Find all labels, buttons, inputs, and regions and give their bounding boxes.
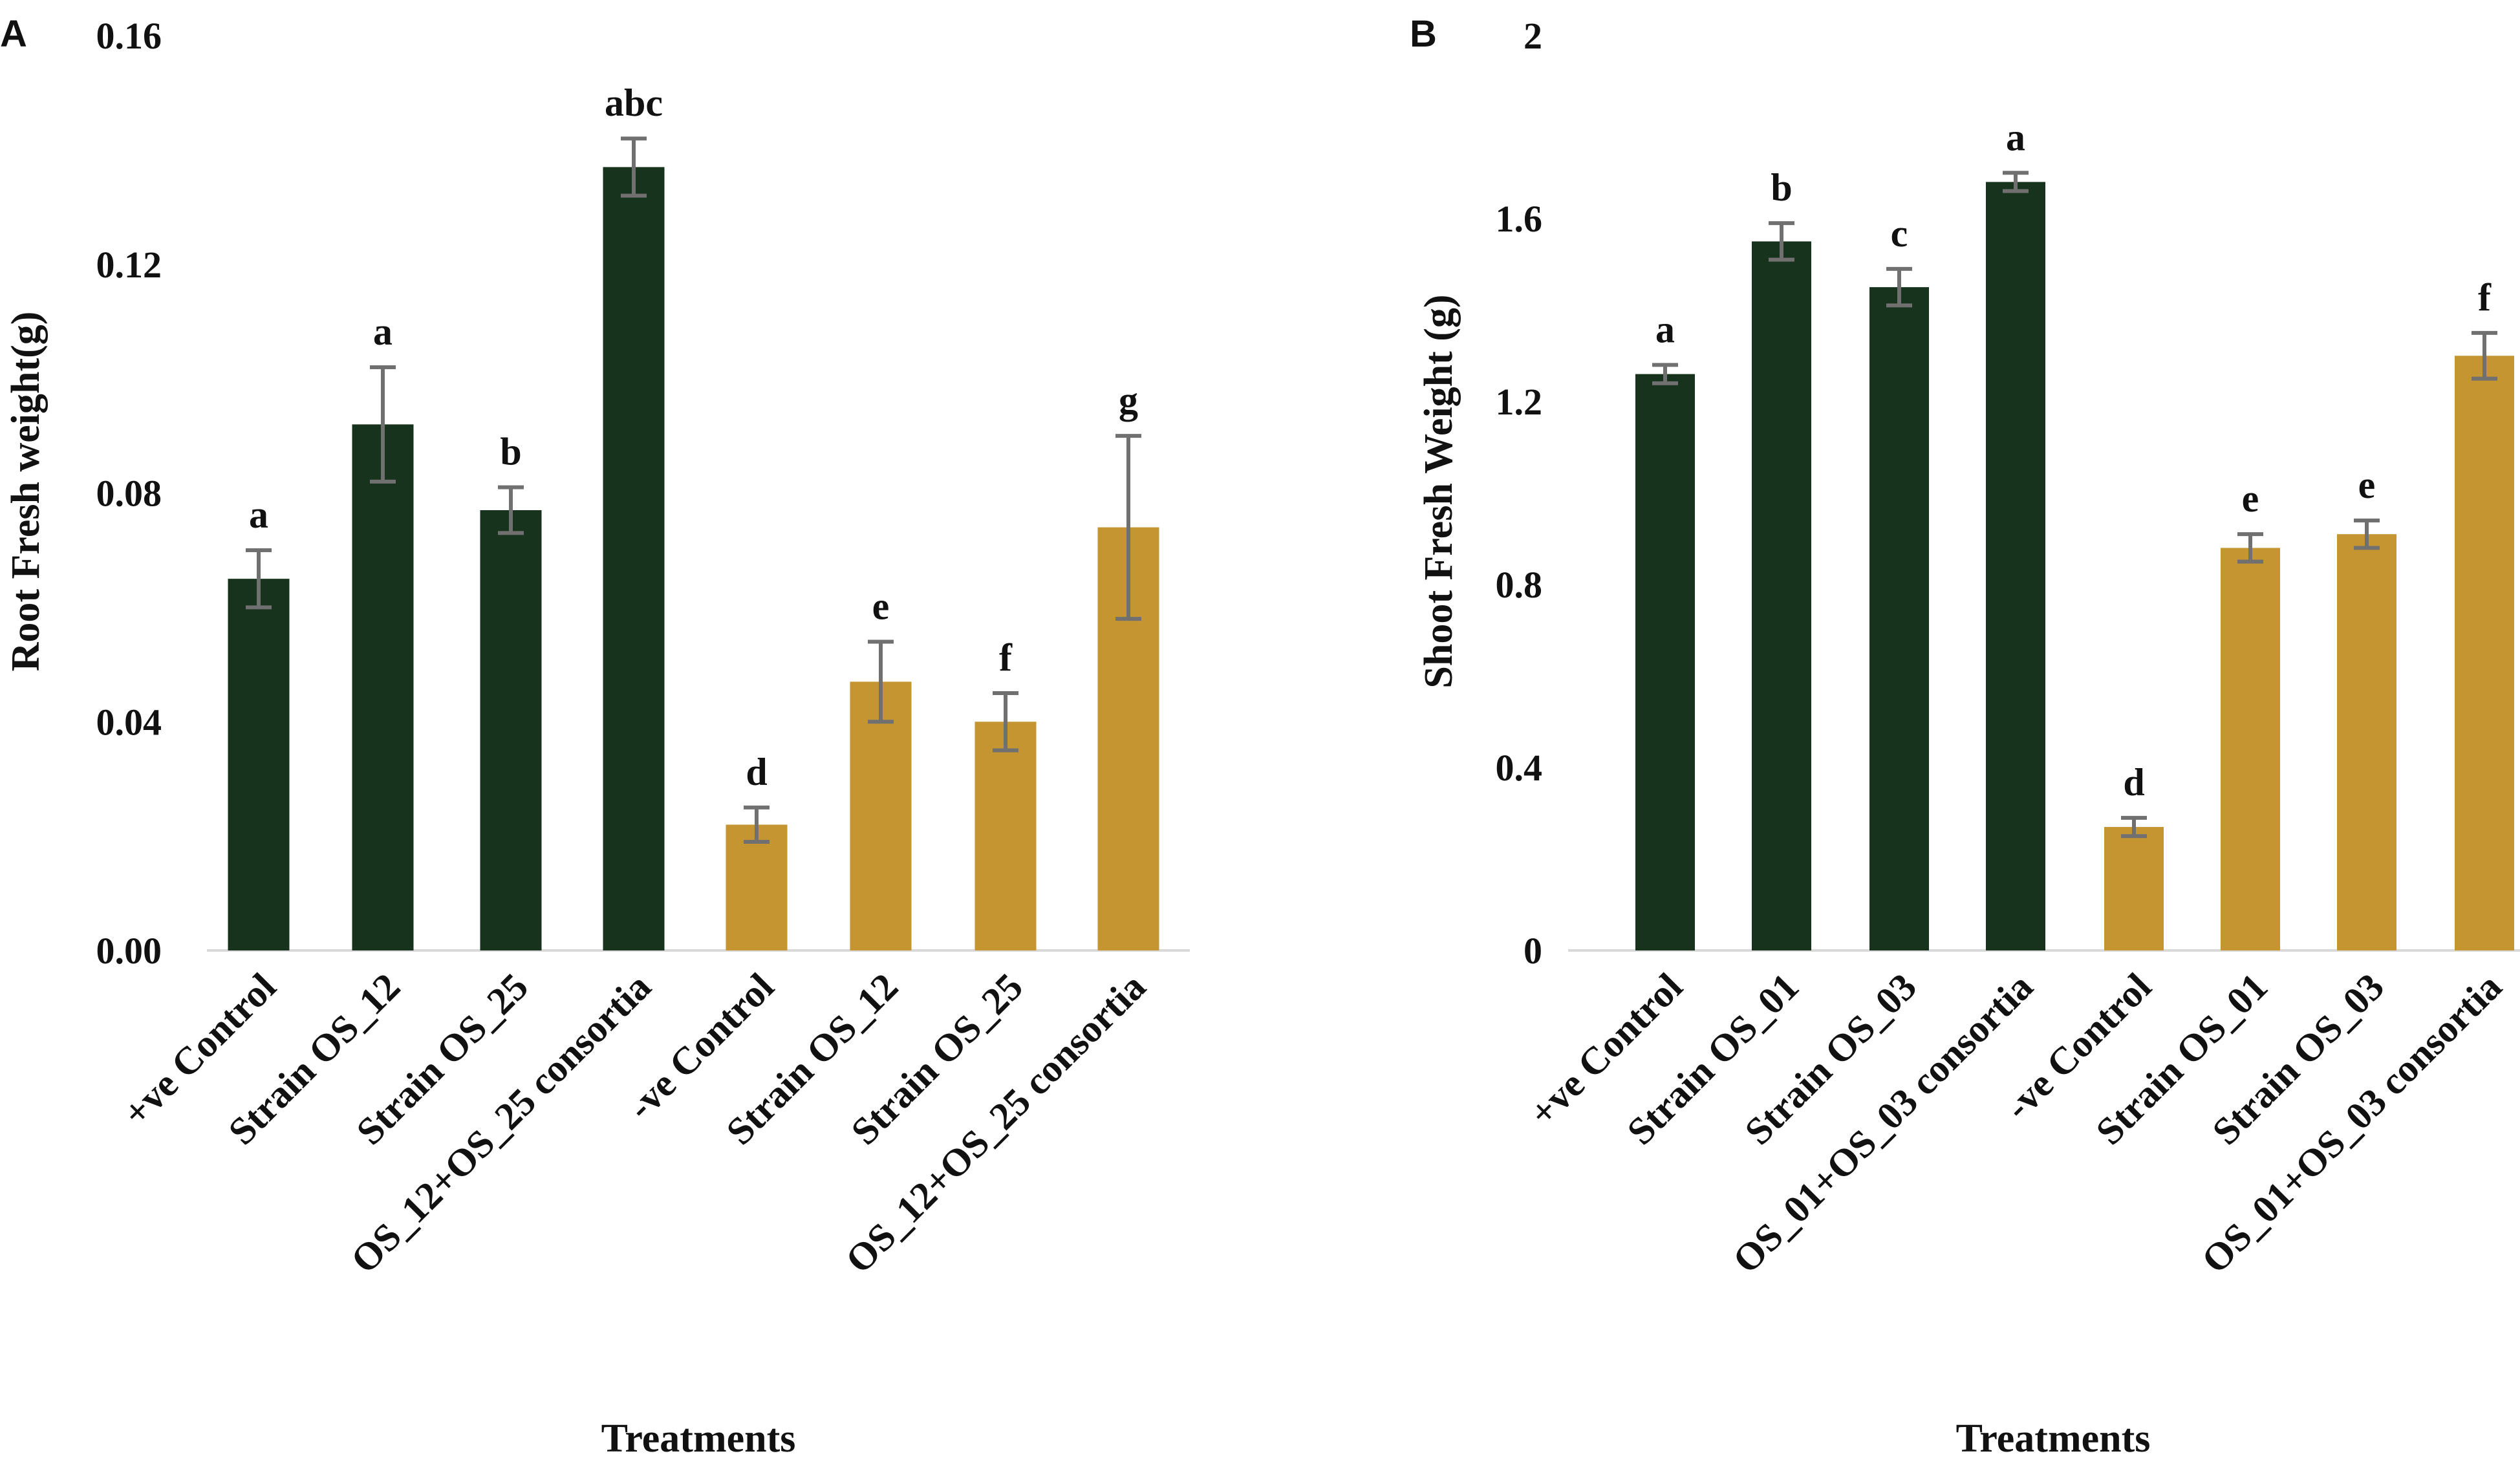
significance-letter: f: [999, 636, 1013, 679]
significance-letter: a: [373, 310, 393, 353]
significance-letter: f: [2478, 276, 2492, 319]
bar: [603, 167, 665, 950]
y-tick-label: 0.04: [96, 701, 162, 743]
bar: [2337, 534, 2396, 950]
y-tick-label: 0.16: [96, 15, 162, 57]
y-tick-label: 2: [1524, 15, 1542, 57]
bar: [228, 579, 290, 950]
bar: [726, 824, 788, 950]
error-bar: [498, 485, 524, 535]
error-bar: [744, 805, 770, 844]
error-bar: [2354, 518, 2380, 550]
significance-letter: a: [1655, 308, 1675, 350]
bar: [2221, 548, 2280, 950]
bar: [850, 681, 912, 950]
y-axis-title: Shoot Fresh Weight (g): [1417, 294, 1461, 688]
y-tick-label: 0.08: [96, 473, 162, 515]
y-tick-label: 0.8: [1496, 564, 1543, 606]
y-tick-label: 1.2: [1496, 381, 1543, 423]
significance-letter: d: [2123, 761, 2144, 804]
bar: [2104, 826, 2164, 950]
bar: [1869, 287, 1929, 950]
y-tick-label: 0.4: [1496, 747, 1543, 789]
bar: [480, 510, 542, 950]
error-bar: [2121, 815, 2147, 839]
error-bar: [868, 639, 894, 724]
significance-letter: a: [249, 493, 268, 536]
bar: [1986, 182, 2045, 950]
significance-letter: g: [1119, 379, 1138, 422]
significance-letter: b: [1771, 166, 1792, 209]
significance-letter: b: [500, 431, 521, 473]
significance-letter: e: [2358, 464, 2376, 506]
panel-a: A0.000.040.080.120.16a+ve ControlaStrain…: [0, 13, 1190, 1461]
error-bar: [2003, 171, 2029, 193]
error-bar: [621, 136, 647, 198]
significance-letter: abc: [605, 81, 663, 124]
significance-letter: c: [1891, 212, 1908, 255]
significance-letter: d: [746, 751, 767, 793]
error-bar: [1115, 434, 1141, 621]
error-bar: [1652, 363, 1678, 385]
error-bar: [370, 365, 396, 484]
panel-letter: A: [0, 13, 27, 55]
bar: [1752, 241, 1811, 950]
y-tick-label: 1.6: [1496, 198, 1543, 240]
bar: [1635, 374, 1695, 950]
error-bar: [246, 548, 272, 610]
x-axis-title: Treatments: [1956, 1417, 2151, 1461]
error-bar: [993, 691, 1018, 753]
significance-letter: a: [2006, 116, 2025, 158]
significance-letter: e: [872, 584, 890, 627]
significance-letter: e: [2242, 477, 2259, 520]
error-bar: [2237, 532, 2263, 564]
y-tick-label: 0.00: [96, 930, 162, 972]
error-bar: [1886, 266, 1912, 308]
y-tick-label: 0.12: [96, 244, 162, 286]
error-bar: [2472, 330, 2497, 381]
y-axis-title: Root Fresh weight(g): [4, 312, 48, 672]
y-tick-label: 0: [1524, 930, 1542, 972]
x-axis-title: Treatments: [601, 1417, 796, 1461]
error-bar: [1769, 221, 1794, 262]
panel-letter: B: [1410, 13, 1437, 55]
bar: [352, 424, 414, 950]
bar: [2455, 356, 2514, 950]
bar: [975, 722, 1037, 950]
